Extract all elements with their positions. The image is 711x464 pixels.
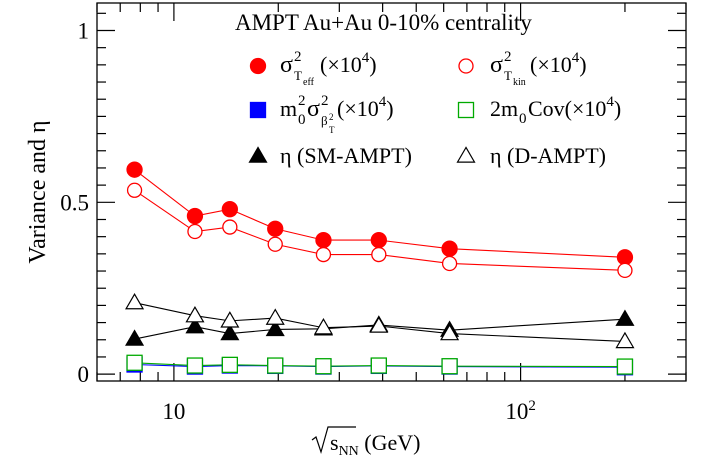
data-point — [315, 246, 332, 263]
legend-marker — [458, 58, 474, 74]
data-point — [220, 323, 240, 341]
legend-label-rest: (×104) — [530, 50, 587, 77]
data-point — [440, 323, 460, 341]
legend-marker — [249, 101, 267, 119]
data-point — [185, 306, 205, 323]
data-point — [616, 358, 634, 375]
data-point — [370, 231, 387, 249]
data-point — [185, 317, 205, 334]
x-tick-label: 10 — [162, 399, 185, 424]
legend-label-sub: 2 — [329, 112, 334, 122]
y-tick-label: 0 — [78, 362, 90, 387]
data-point — [441, 358, 458, 375]
y-tick-label: 0.5 — [60, 190, 89, 215]
data-point — [370, 357, 387, 374]
data-point — [126, 161, 143, 178]
legend-label-sub: β — [321, 113, 328, 128]
legend-label-sub: T — [294, 68, 302, 83]
legend-marker — [456, 146, 476, 163]
data-point — [617, 262, 633, 278]
data-point — [369, 316, 389, 333]
legend-label-sup: 2 — [298, 93, 306, 109]
data-point — [186, 357, 204, 374]
legend-label: m — [280, 96, 297, 121]
plot-frame — [96, 2, 687, 382]
data-point — [315, 358, 332, 375]
data-point — [126, 182, 143, 198]
data-point — [267, 236, 283, 252]
legend-label: η (SM-AMPT) — [280, 143, 412, 168]
x-tick-label: 102 — [505, 398, 536, 424]
y-tick-label: 1 — [78, 18, 90, 43]
y-axis-label: Variance and η — [25, 120, 51, 263]
data-point — [441, 240, 458, 257]
data-point — [315, 231, 332, 249]
data-point — [371, 246, 387, 263]
chart-title: AMPT Au+Au 0-10% centrality — [235, 10, 532, 35]
data-point — [616, 249, 634, 266]
legend-label-rest: (×104) — [320, 50, 377, 77]
data-point — [187, 223, 203, 240]
legend-label: η (D-AMPT) — [490, 143, 606, 168]
legend-label: σ — [490, 52, 503, 78]
legend-label-subsub: eff — [303, 77, 315, 88]
data-point — [125, 292, 145, 310]
legend-label-sigma: σ — [307, 96, 320, 122]
legend-label-subsub: kin — [513, 77, 526, 88]
legend-label: 2m — [490, 96, 518, 121]
data-point — [126, 354, 143, 371]
legend-label: σ — [280, 52, 293, 78]
legend-label-sup: 2 — [294, 49, 302, 65]
data-point — [265, 308, 285, 325]
data-point — [186, 207, 204, 225]
legend: AMPT Au+Au 0-10% centrality σ 2T eff(×104)… — [235, 10, 621, 168]
data-point — [265, 319, 285, 337]
data-point — [267, 357, 284, 374]
data-point — [221, 356, 239, 373]
data-point — [267, 220, 284, 237]
y-axis-label-text: Variance and η — [25, 120, 51, 263]
legend-label-rest: (×104) — [337, 94, 394, 121]
data-point — [615, 331, 635, 349]
legend-label-sub: T — [504, 68, 512, 83]
data-point — [441, 255, 458, 272]
legend-marker — [249, 57, 267, 75]
data-point — [222, 219, 238, 235]
legend-label-sub: 0 — [298, 112, 306, 128]
legend-label-sub: T — [329, 125, 335, 135]
data-point — [313, 318, 333, 335]
data-point — [615, 309, 635, 326]
data-point — [221, 201, 239, 218]
legend-marker — [457, 101, 475, 119]
x-axis-label: sNN (GeV) — [311, 426, 421, 459]
legend-label-rest: Cov(×104) — [528, 94, 621, 121]
x-axis-label-text: sNN (GeV) — [330, 430, 421, 459]
data-point — [125, 329, 145, 346]
legend-label-sup: 2 — [504, 49, 512, 65]
legend-label-sup: 2 — [321, 93, 329, 109]
sqrt-symbol — [311, 426, 356, 455]
series-markers — [125, 161, 635, 376]
legend-label-sub: 0 — [519, 111, 527, 127]
data-point — [220, 311, 240, 328]
legend-marker — [248, 146, 268, 163]
series-lines — [134, 169, 625, 368]
